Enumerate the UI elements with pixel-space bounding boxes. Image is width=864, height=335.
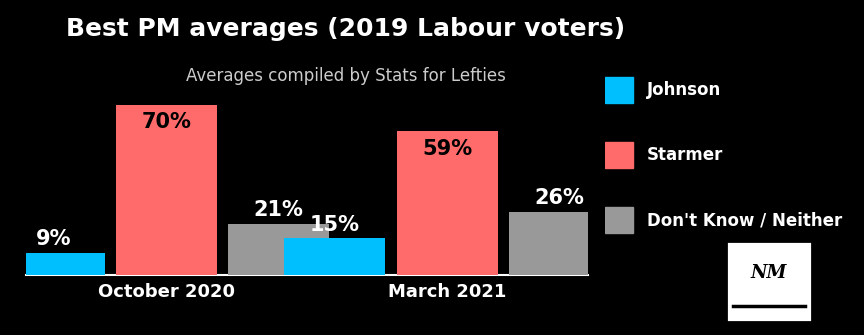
Text: 15%: 15% (310, 215, 359, 234)
Bar (3, 253, 105, 275)
Text: Johnson: Johnson (646, 81, 721, 98)
FancyBboxPatch shape (605, 207, 633, 233)
Text: Don't Know / Neither: Don't Know / Neither (646, 211, 842, 229)
Text: Averages compiled by Stats for Lefties: Averages compiled by Stats for Lefties (186, 67, 505, 85)
FancyBboxPatch shape (605, 77, 633, 103)
Bar (509, 212, 610, 275)
Text: Starmer: Starmer (646, 146, 723, 164)
Bar (284, 238, 385, 275)
Bar (397, 131, 498, 275)
FancyBboxPatch shape (605, 142, 633, 168)
Bar (116, 105, 217, 275)
Text: 9%: 9% (36, 229, 72, 249)
Text: Best PM averages (2019 Labour voters): Best PM averages (2019 Labour voters) (66, 17, 626, 41)
Text: 70%: 70% (142, 112, 191, 132)
Text: 26%: 26% (535, 188, 584, 208)
Bar (228, 224, 329, 275)
Text: NM: NM (751, 264, 787, 282)
Text: 59%: 59% (422, 139, 473, 159)
Text: 21%: 21% (254, 200, 303, 220)
